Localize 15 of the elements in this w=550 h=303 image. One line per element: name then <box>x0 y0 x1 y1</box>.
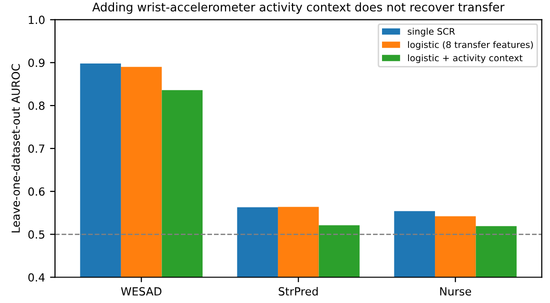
legend-label: single SCR <box>408 28 455 37</box>
y-axis-title: Leave-one-dataset-out AUROC <box>11 64 20 232</box>
x-tick-label: StrPred <box>278 286 318 296</box>
y-tick-label: 0.5 <box>28 230 44 239</box>
x-tick-label: Nurse <box>440 287 472 296</box>
legend-label: logistic + activity context <box>408 54 523 64</box>
y-tick-label: 0.8 <box>28 102 45 110</box>
chart-title: Adding wrist-accelerometer activity context does not recover transfer <box>92 2 505 14</box>
y-tick-label: 0.7 <box>28 144 44 153</box>
legend-label: logistic (8 transfer features) <box>408 41 533 50</box>
y-tick-label: 1.0 <box>28 16 45 24</box>
x-tick-label: WESAD <box>121 287 162 296</box>
y-tick-label: 0.4 <box>28 273 45 282</box>
y-tick-label: 0.9 <box>28 58 44 67</box>
y-tick-label: 0.6 <box>28 187 45 196</box>
